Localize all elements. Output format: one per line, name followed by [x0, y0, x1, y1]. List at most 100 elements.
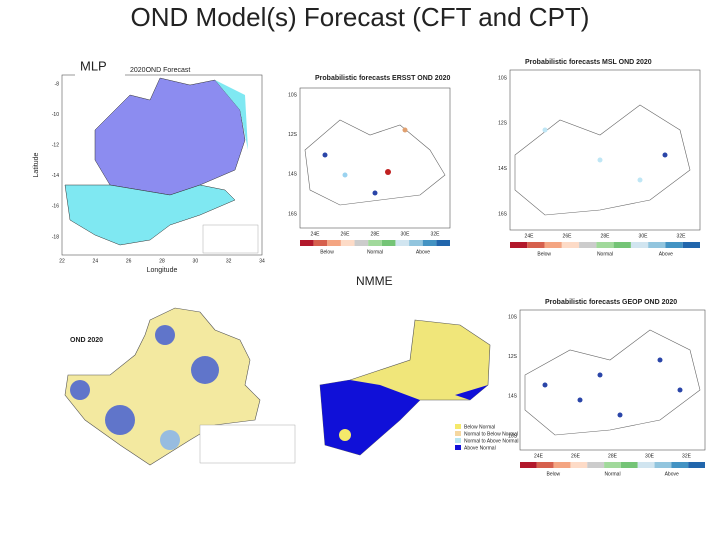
legend-swatch — [455, 424, 461, 429]
legend-swatch — [527, 242, 545, 248]
legend-swatch — [520, 462, 537, 468]
legend-swatch — [422, 240, 437, 246]
panel-title: OND 2020 — [70, 337, 103, 344]
x-tick-label: 26 — [126, 258, 132, 264]
legend-swatch — [561, 242, 580, 248]
legend-swatch — [544, 242, 562, 248]
legend-swatch — [340, 240, 355, 246]
legend-label: Below — [320, 249, 334, 255]
x-tick-label: 24 — [93, 258, 99, 264]
x-tick-label: 30E — [401, 231, 411, 237]
legend-swatch — [455, 431, 461, 436]
legend-label: Normal — [367, 249, 383, 255]
legend-swatch — [455, 445, 461, 450]
y-tick-label: -8 — [55, 81, 60, 87]
station — [542, 127, 548, 133]
y-tick-label: 12S — [288, 132, 298, 138]
station — [662, 152, 668, 158]
station — [385, 169, 391, 175]
y-tick-label: 10S — [288, 92, 298, 98]
region-normal — [215, 80, 248, 150]
legend-swatch — [368, 240, 382, 246]
y-tick-label: -14 — [52, 173, 59, 179]
msl-map: Probabilistic forecasts MSL OND 2020 — [509, 59, 701, 231]
station — [657, 357, 663, 363]
nmme-map-2 — [319, 319, 491, 456]
legend-label: Above — [665, 471, 679, 477]
legend-swatch — [604, 462, 621, 468]
legend-swatch — [536, 462, 554, 468]
legend-swatch — [665, 242, 683, 248]
x-tick-label: 28E — [608, 453, 618, 459]
section-label: MLP — [80, 58, 107, 73]
legend-swatch — [587, 462, 605, 468]
legend-swatch — [436, 240, 450, 246]
legend-swatch — [637, 462, 655, 468]
legend-swatch — [381, 240, 396, 246]
legend-box — [202, 224, 259, 254]
station — [637, 177, 643, 183]
legend-swatch — [613, 242, 631, 248]
y-tick-label: 10S — [508, 314, 518, 320]
ersst-map: Probabilistic forecasts ERSST OND 2020 — [299, 75, 451, 229]
legend-swatch — [313, 240, 328, 246]
legend-swatch — [596, 242, 614, 248]
region-above — [455, 385, 488, 400]
station — [542, 382, 548, 388]
legend-swatch — [409, 240, 423, 246]
y-tick-label: 12S — [498, 121, 508, 127]
legend-box — [199, 424, 296, 464]
mlp-map: MLP 2020OND Forecast Longitude Latitude — [33, 58, 263, 274]
section-label: NMME — [356, 274, 393, 288]
anomaly — [155, 325, 175, 345]
legend-swatch — [354, 240, 369, 246]
x-tick-label: 34 — [259, 258, 265, 264]
x-tick-label: 32E — [677, 233, 687, 239]
y-tick-label: 12S — [508, 354, 518, 360]
x-tick-label: 32E — [431, 231, 441, 237]
station — [322, 152, 328, 158]
legend-swatch — [327, 240, 341, 246]
label-box — [75, 60, 125, 76]
panel-title: Probabilistic forecasts MSL OND 2020 — [525, 59, 652, 66]
station — [372, 190, 378, 196]
legend-swatch — [648, 242, 666, 248]
legend-label: Below — [546, 471, 560, 477]
legend-label: Below — [537, 251, 551, 257]
x-tick-label: 26E — [571, 453, 581, 459]
x-tick-label: 30 — [193, 258, 199, 264]
y-tick-label: 10S — [498, 75, 508, 81]
legend-swatch — [570, 462, 588, 468]
y-tick-label: -10 — [52, 112, 59, 118]
x-tick-label: 32E — [682, 453, 692, 459]
x-tick-label: 28 — [159, 258, 165, 264]
slide-title: OND Model(s) Forecast (CFT and CPT) — [131, 2, 590, 32]
plot-frame — [519, 309, 706, 451]
x-tick-label: 24E — [525, 233, 535, 239]
y-tick-label: 16S — [508, 433, 518, 439]
y-tick-label: -12 — [52, 143, 59, 149]
legend-swatch — [395, 240, 410, 246]
country-outline — [524, 329, 701, 436]
legend-label: Below Normal — [464, 424, 495, 430]
legend-swatch — [620, 462, 638, 468]
y-tick-label: 16S — [288, 211, 298, 217]
station — [617, 412, 623, 418]
legend-label: Normal — [604, 471, 620, 477]
x-tick-label: 24E — [311, 231, 321, 237]
x-tick-label: 30E — [639, 233, 649, 239]
panel-title: 2020OND Forecast — [130, 67, 190, 74]
legend-swatch — [682, 242, 700, 248]
plot-frame — [509, 69, 701, 231]
legend-label: Above — [659, 251, 673, 257]
y-tick-label: -18 — [52, 234, 59, 240]
station — [577, 397, 583, 403]
plot-frame — [299, 87, 451, 229]
nmme-map-1: OND 2020 — [64, 307, 296, 466]
legend-swatch — [630, 242, 649, 248]
station — [402, 127, 408, 133]
x-axis-label: Longitude — [147, 267, 178, 274]
legend-swatch — [553, 462, 571, 468]
station — [677, 387, 683, 393]
